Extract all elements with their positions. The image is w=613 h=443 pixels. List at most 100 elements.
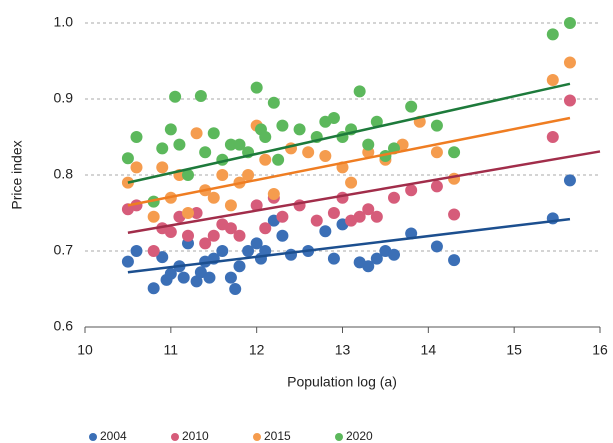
point: [353, 210, 366, 223]
point: [194, 266, 207, 279]
legend-label: 2020: [346, 429, 373, 443]
point: [207, 229, 220, 242]
point: [430, 119, 443, 132]
point: [164, 267, 177, 280]
y-tick-label: 1.0: [54, 14, 74, 30]
point: [156, 251, 169, 264]
trend-line: [127, 150, 601, 234]
point: [276, 210, 289, 223]
point: [156, 142, 169, 155]
legend-label: 2010: [182, 429, 209, 443]
point: [336, 191, 349, 204]
point: [121, 176, 134, 189]
point: [190, 207, 203, 219]
point: [259, 222, 272, 235]
point: [216, 245, 229, 257]
point: [546, 74, 559, 86]
x-tick-label: 12: [249, 342, 265, 358]
point: [224, 138, 237, 151]
point: [327, 112, 340, 124]
point: [224, 271, 237, 284]
point: [405, 100, 418, 113]
point: [130, 131, 143, 143]
point: [147, 245, 160, 257]
point: [563, 174, 576, 187]
y-tick-label: 0.9: [54, 90, 74, 106]
point: [250, 199, 263, 212]
point: [147, 210, 160, 223]
point: [233, 229, 246, 242]
point: [388, 191, 400, 204]
point: [310, 214, 323, 227]
x-tick-label: 14: [421, 342, 437, 358]
point: [267, 96, 280, 109]
point: [370, 252, 383, 265]
point: [182, 229, 194, 242]
point: [233, 138, 246, 151]
point: [327, 207, 340, 219]
point: [259, 131, 272, 143]
point: [199, 237, 212, 250]
point: [546, 28, 559, 41]
point: [207, 191, 220, 204]
legend-label: 2015: [264, 429, 291, 443]
point: [229, 283, 242, 295]
point: [276, 119, 289, 132]
point: [362, 138, 375, 151]
point: [370, 115, 383, 128]
point: [319, 150, 332, 162]
point: [285, 248, 297, 261]
point: [199, 146, 212, 159]
point: [156, 161, 169, 174]
point: [388, 248, 400, 261]
point: [430, 240, 443, 253]
x-tick-label: 11: [164, 342, 179, 358]
point: [224, 222, 237, 235]
point: [164, 226, 177, 238]
point: [563, 56, 576, 69]
point: [147, 282, 160, 295]
legend-label: 2004: [100, 429, 127, 443]
legend-marker: [253, 433, 261, 441]
point: [370, 210, 383, 223]
point: [430, 146, 443, 159]
point: [190, 275, 203, 288]
point: [224, 199, 237, 212]
point: [353, 85, 366, 98]
point: [276, 229, 289, 242]
point: [216, 169, 229, 181]
point: [250, 81, 263, 94]
point: [242, 169, 255, 181]
point: [362, 203, 375, 216]
point: [546, 131, 559, 143]
point: [448, 208, 461, 221]
point: [293, 123, 306, 136]
legend-marker: [335, 433, 343, 441]
point: [563, 17, 576, 29]
point: [563, 94, 576, 107]
point: [182, 169, 194, 181]
point: [327, 252, 340, 265]
point: [302, 146, 315, 159]
x-tick-label: 10: [77, 342, 93, 358]
point: [203, 271, 216, 284]
point: [242, 245, 255, 257]
legend-marker: [89, 433, 97, 441]
point: [430, 180, 443, 193]
point: [169, 90, 182, 103]
point: [448, 254, 461, 267]
point: [345, 176, 358, 189]
point: [405, 184, 418, 197]
point: [259, 153, 272, 166]
point: [190, 127, 203, 140]
point: [272, 153, 285, 166]
point: [362, 260, 375, 273]
x-tick-label: 16: [592, 342, 608, 358]
y-axis-label: Price index: [9, 140, 25, 209]
trend-line: [127, 82, 571, 184]
legend-marker: [171, 433, 179, 441]
point: [121, 152, 134, 165]
point: [250, 237, 263, 250]
point: [130, 161, 143, 174]
